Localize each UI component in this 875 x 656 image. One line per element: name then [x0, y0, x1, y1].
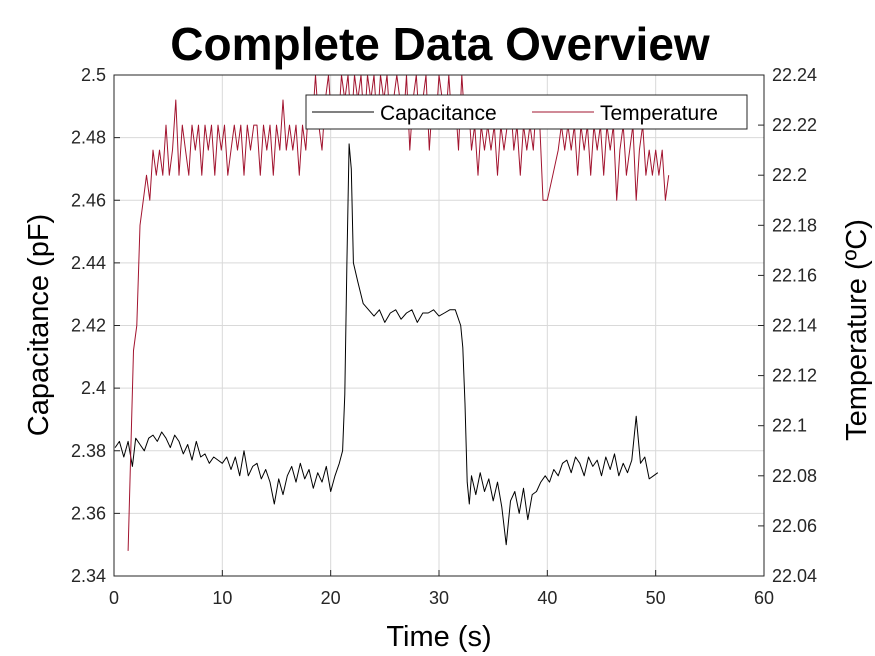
- y-left-tick-label: 2.34: [71, 566, 106, 586]
- y-left-tick-label: 2.44: [71, 253, 106, 273]
- y-right-tick-label: 22.24: [772, 65, 817, 85]
- chart-title: Complete Data Overview: [170, 18, 710, 70]
- x-tick-label: 40: [537, 588, 557, 608]
- series-layer: [114, 75, 670, 551]
- y-right-tick-label: 22.16: [772, 265, 817, 285]
- y-right-tick-label: 22.14: [772, 316, 817, 336]
- y-right-tick-label: 22.12: [772, 366, 817, 386]
- y-right-tick-label: 22.08: [772, 466, 817, 486]
- y-left-tick-label: 2.46: [71, 190, 106, 210]
- legend-box: [305, 94, 748, 130]
- legend-label-temperature: Temperature: [600, 102, 718, 125]
- y-left-tick-label: 2.42: [71, 316, 106, 336]
- y-left-axis-ticks: 2.34 2.36 2.38 2.4 2.42 2.44 2.46 2.48 2.5: [71, 65, 120, 586]
- legend: Capacitance Temperature: [305, 94, 748, 130]
- y-left-tick-label: 2.48: [71, 128, 106, 148]
- x-tick-label: 20: [321, 588, 341, 608]
- x-tick-label: 50: [646, 588, 666, 608]
- y-right-tick-label: 22.22: [772, 115, 817, 135]
- legend-label-capacitance: Capacitance: [380, 102, 497, 125]
- y-right-tick-label: 22.06: [772, 516, 817, 536]
- y-right-axis-ticks: 22.04 22.06 22.08 22.1 22.12 22.14 22.16 22.18 2…: [758, 65, 817, 586]
- x-tick-label: 0: [109, 588, 119, 608]
- x-tick-label: 30: [429, 588, 449, 608]
- y-right-tick-label: 22.2: [772, 165, 807, 185]
- series-line-capacitance: [114, 143, 659, 546]
- y-left-tick-label: 2.38: [71, 441, 106, 461]
- y-left-tick-label: 2.36: [71, 503, 106, 523]
- y-right-tick-label: 22.04: [772, 566, 817, 586]
- x-axis-ticks: 0 10 20 30 40 50 60: [109, 570, 774, 608]
- y-left-tick-label: 2.4: [81, 378, 106, 398]
- y-left-axis-label: Capacitance (pF): [23, 214, 55, 436]
- x-tick-label: 10: [212, 588, 232, 608]
- x-tick-label: 60: [754, 588, 774, 608]
- x-axis-label: Time (s): [386, 621, 491, 653]
- y-right-tick-label: 22.1: [772, 416, 807, 436]
- series-line-temperature: [127, 75, 670, 551]
- y-left-tick-label: 2.5: [81, 65, 106, 85]
- y-right-axis-label: Temperature (ºC): [841, 219, 873, 441]
- y-right-tick-label: 22.18: [772, 215, 817, 235]
